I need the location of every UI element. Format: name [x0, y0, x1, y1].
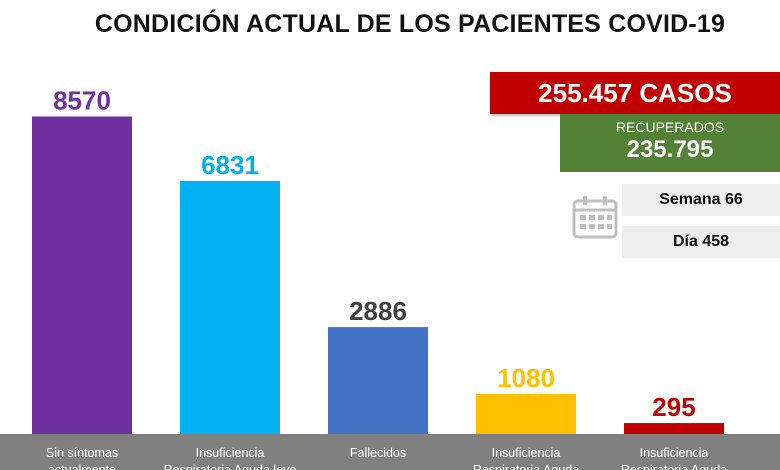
x-tick-label-4-1: Respiratoria Aguda — [621, 463, 727, 470]
x-tick-label-1-0: Insuficiencia — [196, 446, 265, 460]
bar-4 — [624, 423, 724, 434]
week-label: Semana 66 — [659, 191, 743, 208]
x-tick-label-4-0: Insuficiencia — [640, 446, 709, 460]
total-cases-box: 255.457 CASOS — [490, 72, 780, 114]
x-tick-label-2-0: Fallecidos — [350, 446, 406, 460]
bar-1 — [180, 180, 280, 434]
bar-3 — [476, 393, 576, 434]
x-tick-label-3-0: Insuficiencia — [492, 446, 561, 460]
bar-0 — [32, 116, 132, 435]
calendar-icon — [572, 196, 618, 239]
bar-2 — [328, 327, 428, 434]
recovered-label: RECUPERADOS — [615, 119, 725, 135]
chart-title: CONDICIÓN ACTUAL DE LOS PACIENTES COVID-… — [94, 10, 726, 38]
x-tick-label-0-1: actualmente — [48, 463, 116, 470]
bar-value-label-4: 295 — [652, 392, 695, 422]
bar-value-label-1: 6831 — [201, 150, 259, 180]
day-label: Día 458 — [672, 233, 730, 250]
week-box: Semana 66 — [622, 184, 780, 216]
recovered-box: RECUPERADOS 235.795 — [560, 114, 780, 172]
x-tick-label-1-1: Respiratoria Aguda leve — [164, 463, 297, 470]
total-cases-label: 255.457 CASOS — [538, 78, 732, 108]
bar-value-label-2: 2886 — [349, 296, 407, 326]
recovered-value: 235.795 — [626, 136, 714, 163]
bar-value-label-0: 8570 — [53, 86, 111, 116]
x-tick-label-0-0: Sin síntomas — [46, 446, 118, 460]
x-tick-label-3-1: Respiratoria Aguda — [473, 463, 579, 470]
day-box: Día 458 — [622, 226, 780, 258]
bar-value-label-3: 1080 — [497, 363, 555, 393]
x-axis-band — [0, 434, 780, 470]
